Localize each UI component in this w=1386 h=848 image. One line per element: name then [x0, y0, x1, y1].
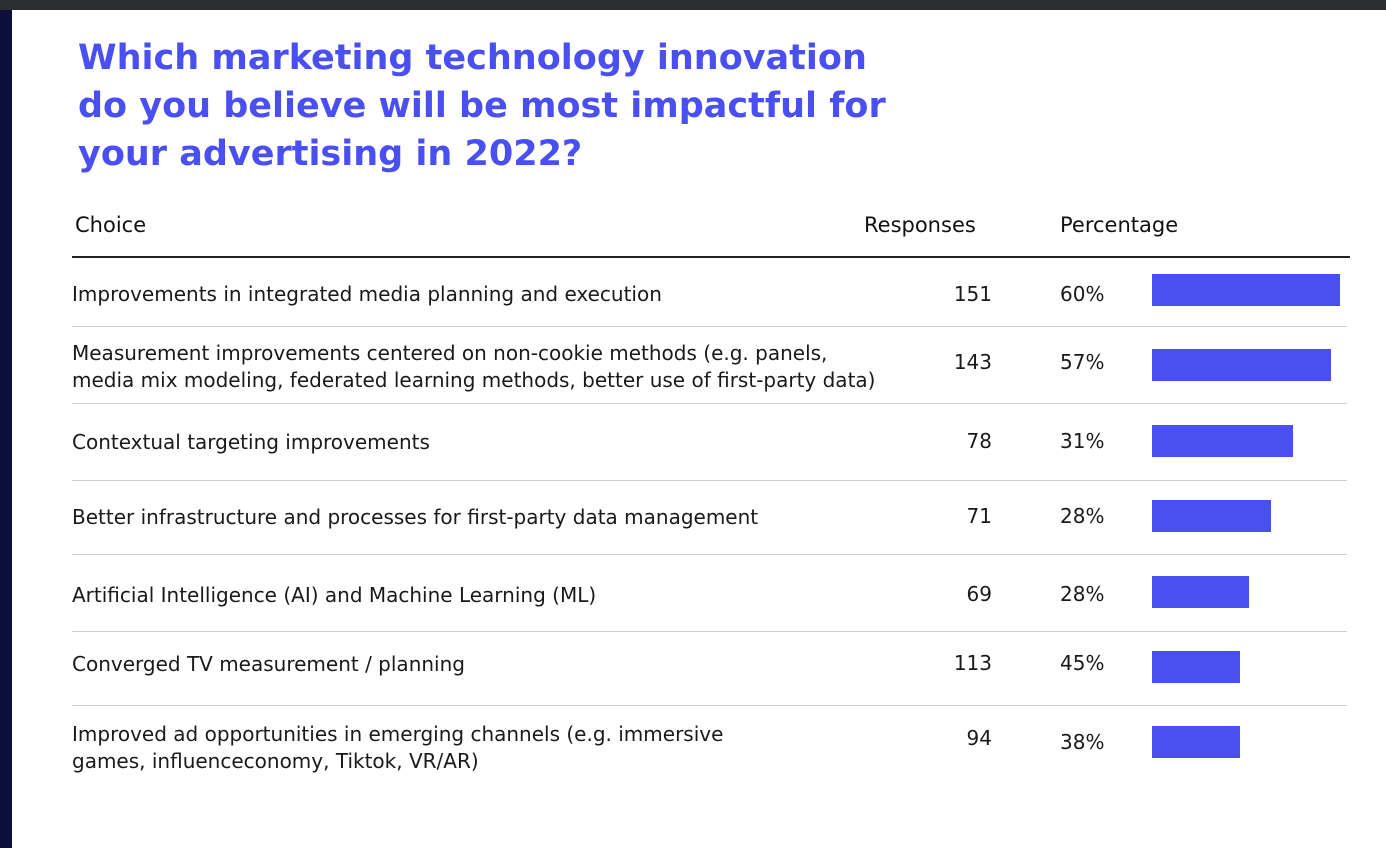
percentage-bar [1152, 651, 1240, 683]
percentage-cell: 28% [1060, 504, 1105, 528]
choice-cell: Improvements in integrated media plannin… [72, 281, 932, 308]
choice-cell: Better infrastructure and processes for … [72, 504, 932, 531]
percentage-bar [1152, 500, 1271, 532]
choice-text: Improved ad opportunities in emerging ch… [72, 722, 724, 746]
choice-text: Artificial Intelligence (AI) and Machine… [72, 583, 597, 607]
choice-cell: Converged TV measurement / planning [72, 651, 932, 678]
survey-slide: Which marketing technology innovation do… [12, 10, 1386, 848]
responses-cell: 69 [966, 582, 992, 606]
choice-text: Converged TV measurement / planning [72, 652, 465, 676]
choice-text: media mix modeling, federated learning m… [72, 368, 876, 392]
window-left-edge [0, 10, 12, 848]
responses-cell: 143 [953, 350, 992, 374]
responses-cell: 94 [966, 726, 992, 750]
percentage-bar [1152, 274, 1340, 306]
responses-cell: 151 [953, 282, 992, 306]
choice-cell: Measurement improvements centered on non… [72, 340, 932, 394]
column-header-percentage: Percentage [1060, 213, 1179, 237]
header-divider [72, 256, 1350, 258]
responses-cell: 113 [953, 651, 992, 675]
row-divider [72, 554, 1347, 555]
title-line: Which marketing technology innovation [78, 38, 867, 78]
row-divider [72, 631, 1347, 632]
percentage-cell: 31% [1060, 429, 1105, 453]
choice-cell: Improved ad opportunities in emerging ch… [72, 721, 932, 775]
choice-text: Contextual targeting improvements [72, 430, 430, 454]
title-line: do you believe will be most impactful fo… [78, 86, 886, 126]
percentage-bar [1152, 726, 1240, 758]
percentage-bar [1152, 349, 1331, 381]
row-divider [72, 403, 1347, 404]
responses-cell: 78 [966, 429, 992, 453]
choice-cell: Contextual targeting improvements [72, 429, 932, 456]
row-divider [72, 326, 1347, 327]
choice-text: Better infrastructure and processes for … [72, 505, 759, 529]
row-divider [72, 705, 1347, 706]
percentage-cell: 28% [1060, 582, 1105, 606]
percentage-cell: 45% [1060, 651, 1105, 675]
row-divider [72, 480, 1347, 481]
column-header-choice: Choice [75, 213, 147, 237]
percentage-cell: 38% [1060, 730, 1105, 754]
responses-cell: 71 [966, 504, 992, 528]
percentage-bar [1152, 425, 1293, 457]
window-top-edge [0, 0, 1386, 10]
choice-text: games, influenceconomy, Tiktok, VR/AR) [72, 749, 479, 773]
title-line: your advertising in 2022? [78, 134, 583, 174]
choice-cell: Artificial Intelligence (AI) and Machine… [72, 582, 932, 609]
percentage-cell: 60% [1060, 282, 1105, 306]
percentage-cell: 57% [1060, 350, 1105, 374]
choice-text: Measurement improvements centered on non… [72, 341, 828, 365]
chart-title: Which marketing technology innovation do… [78, 34, 978, 178]
percentage-bar [1152, 576, 1249, 608]
choice-text: Improvements in integrated media plannin… [72, 282, 662, 306]
column-header-responses: Responses [864, 213, 976, 237]
